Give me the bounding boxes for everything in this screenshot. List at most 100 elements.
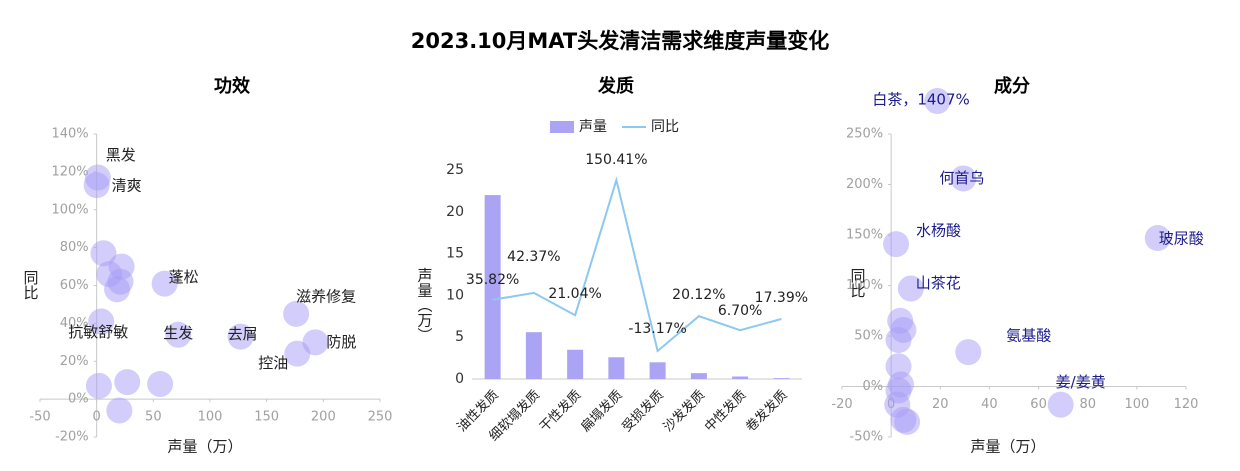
point-label: 白茶，1407% [872,91,969,109]
bubble [1047,391,1074,418]
y-axis-label: 同比 [849,268,867,298]
data-label: 17.39% [755,290,808,306]
y-axis-label: 同比 [22,270,40,300]
bubble [83,172,110,199]
bubble [114,369,141,396]
x-tick-label: 120 [1174,397,1199,412]
y-tick-label: 0% [68,392,89,407]
bar [525,332,542,379]
point-label: 氨基酸 [1006,327,1051,345]
point-label: 滋养修复 [296,287,356,305]
x-axis-label: 声量（万） [167,438,242,456]
x-tick-label: 200 [311,410,336,425]
point-label: 何首乌 [939,169,984,187]
y-tick-label: 150% [846,228,883,243]
x-tick-label: 60 [1030,397,1047,412]
data-label: 21.04% [548,286,601,302]
y-tick-label: 20% [60,354,89,369]
legend-label: 声量 [579,119,607,135]
point-label: 玻尿酸 [1159,230,1204,248]
x-tick-label: 中性发质 [701,387,749,435]
bubble [284,340,311,367]
data-label: 6.70% [718,303,762,319]
data-label: 20.12% [672,287,725,303]
bubble [890,406,917,433]
y-tick-label: 0 [455,371,464,387]
y-tick-label: 20 [446,204,464,220]
bubble [147,370,174,397]
y-tick-label: -20% [55,430,89,445]
x-tick-label: 40 [981,397,998,412]
y-tick-label: 15 [446,246,464,262]
y-tick-label: 200% [846,177,883,192]
x-tick-label: 0 [93,410,101,425]
x-tick-label: 80 [1079,397,1096,412]
point-label: 姜/姜黄 [1056,373,1106,391]
x-tick-label: -20 [831,397,852,412]
bubble [883,231,910,258]
bubble [885,327,912,354]
chart-title: 成分 [994,75,1030,97]
point-label: 去屑 [228,325,258,343]
bubble [151,270,178,297]
x-tick-label: 20 [932,397,949,412]
bubble [85,372,112,399]
data-label: 42.37% [507,249,560,265]
y-tick-label: 80% [60,240,89,255]
data-label: 150.41% [585,152,647,168]
chart-title: 发质 [597,75,634,97]
y-tick-label: 140% [51,127,88,142]
x-tick-label: 受损发质 [619,387,667,435]
y-tick-label: 100% [51,202,88,217]
y-tick-label: 25 [446,162,464,178]
point-label: 水杨酸 [916,222,961,240]
bubble [924,88,951,114]
x-tick-label: 100 [1124,397,1149,412]
x-tick-label: 100 [198,410,223,425]
point-label: 山茶花 [916,274,961,292]
bar [773,378,790,379]
legend-label: 同比 [651,119,679,135]
y-tick-label: 0% [863,379,884,394]
point-label: 防脱 [326,333,356,351]
bar [690,373,707,379]
chart-title: 功效 [214,75,251,97]
bubble [90,240,117,267]
bubble [227,323,254,350]
y-tick-label: 60% [60,278,89,293]
bubble [106,397,133,424]
point-label: 黑发 [106,146,136,164]
x-tick-label: 卷发发质 [743,387,791,435]
legend-swatch [550,121,574,133]
y-tick-label: 50% [854,329,883,344]
x-tick-label: 50 [145,410,162,425]
point-label: 蓬松 [169,268,199,286]
bar [732,376,749,379]
x-tick-label: 干性发质 [536,387,584,435]
x-tick-label: 扁塌发质 [578,387,626,435]
x-tick-label: -50 [29,410,50,425]
bar [484,195,501,379]
bubble [283,300,310,327]
point-label: 生发 [163,324,193,342]
y-tick-label: -50% [850,430,884,445]
point-label: 控油 [258,354,288,372]
x-tick-label: 150 [254,410,279,425]
point-label: 抗敏舒敏 [68,323,128,341]
data-label: 35.82% [466,272,519,288]
data-label: -13.17% [628,321,686,337]
x-tick-label: 250 [368,410,393,425]
bubble [897,275,924,302]
y-tick-label: 40% [60,316,89,331]
bar [608,357,625,379]
bubble [950,165,977,192]
bar [649,362,666,379]
bubble [107,268,134,295]
y-axis-label: 声量（万） [416,267,434,343]
y-tick-label: 250% [846,127,883,142]
x-axis-label: 声量（万） [970,438,1045,456]
bubble [955,339,982,366]
page-title: 2023.10月MAT头发清洁需求维度声量变化 [411,29,830,53]
